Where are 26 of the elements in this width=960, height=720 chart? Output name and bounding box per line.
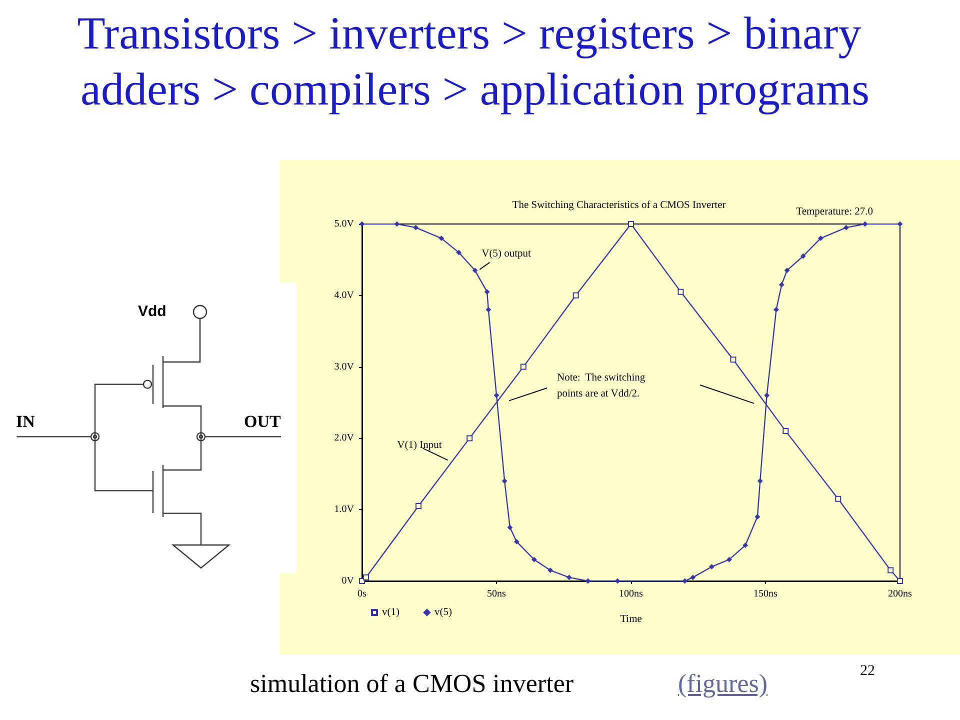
y-tick-label: 4.0V xyxy=(334,290,355,301)
text: Vdd xyxy=(138,303,166,320)
x-tick-label: 0s xyxy=(358,588,367,600)
text: 22 xyxy=(860,662,875,680)
annotation: Note: The switching points are at Vdd/2. xyxy=(557,372,646,400)
text: (figures) xyxy=(678,668,768,700)
y-tick-label: 2.0V xyxy=(334,432,355,444)
chart-subtitle: The Switching Characteristics of a CMOS Inverter xyxy=(512,200,726,211)
annotation: V(5) output xyxy=(482,248,532,260)
annotation: V(1) Input xyxy=(397,440,442,452)
text: Temperature: 27.0 xyxy=(796,206,873,218)
x-tick-label: 50ns xyxy=(487,588,506,600)
x-axis-title: Time xyxy=(620,614,642,625)
text: OUT xyxy=(244,412,282,431)
text: IN xyxy=(16,412,36,431)
legend-label: v(1) xyxy=(382,607,400,618)
chart-title: Transistors > inverters > registers > binary adders > compilers > application programs xyxy=(77,8,873,114)
x-tick-label: 100ns xyxy=(619,588,644,600)
x-tick-label: 150ns xyxy=(754,588,778,600)
text: simulation of a CMOS inverter xyxy=(250,668,574,700)
y-tick-label: 3.0V xyxy=(334,361,355,372)
y-tick-label: 1.0V xyxy=(334,504,355,516)
y-tick-label: 5.0V xyxy=(334,218,355,230)
x-tick-label: 200ns xyxy=(888,588,912,600)
y-tick-label: 0V xyxy=(342,576,355,586)
legend-label: v(5) xyxy=(434,607,452,618)
